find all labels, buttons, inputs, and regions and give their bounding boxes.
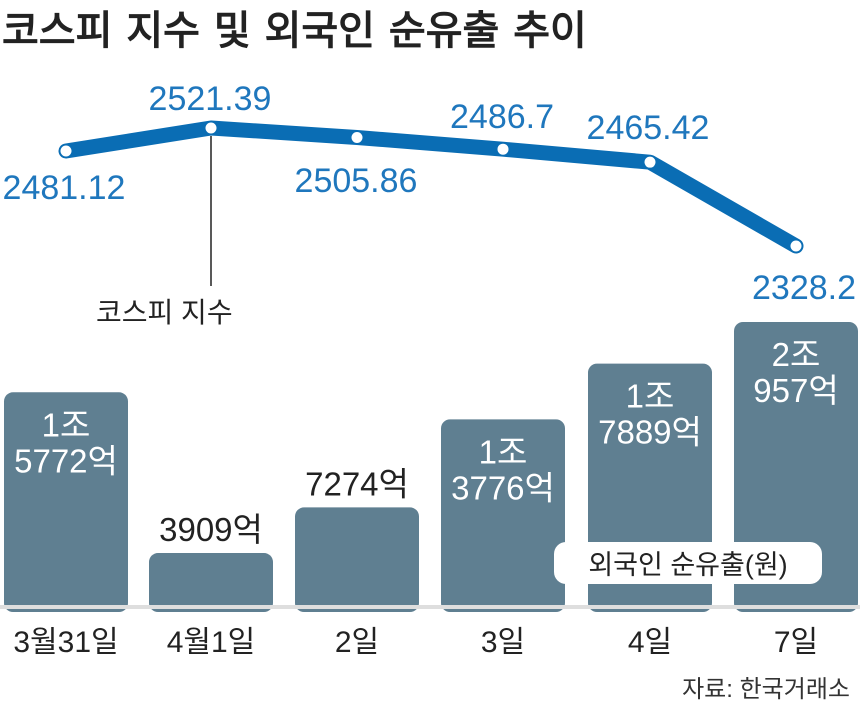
line-value-label: 2521.39 — [149, 80, 272, 118]
category-label: 2일 — [335, 626, 379, 659]
bar-legend-box — [554, 542, 822, 584]
bar-value-label: 3909억 — [159, 511, 263, 548]
line-layer: 2481.12 2521.39 2505.86 2486.7 2465.42 2328.2 — [3, 80, 856, 307]
line-value-label: 2328.2 — [752, 269, 856, 307]
category-label: 3월31일 — [13, 626, 118, 659]
bar — [734, 322, 858, 612]
bar-value-label: 1조 — [42, 406, 91, 443]
bar — [149, 553, 273, 612]
bar-value-label: 7274억 — [305, 465, 409, 502]
bar-value-label: 2조 — [772, 336, 821, 373]
category-labels: 3월31일 4월1일 2일 3일 4일 7일 — [13, 626, 818, 659]
index-annotation: 코스피 지수 — [96, 297, 233, 328]
category-label: 4일 — [628, 626, 672, 659]
bar — [295, 507, 419, 612]
line-point — [790, 240, 802, 252]
line-value-label: 2481.12 — [3, 169, 126, 207]
category-label: 7일 — [774, 626, 818, 659]
line-point — [644, 156, 656, 168]
line-value-label: 2486.7 — [450, 98, 554, 136]
bar-value-label: 1조 — [479, 433, 528, 470]
index-line — [58, 120, 804, 254]
bar-value-label: 1조 — [626, 378, 675, 415]
category-label: 4월1일 — [167, 626, 256, 659]
bar-legend-label: 외국인 순유출(원) — [588, 550, 787, 580]
bar-value-label: 3776억 — [451, 469, 555, 506]
line-point — [60, 145, 72, 157]
line-point — [205, 122, 217, 134]
line-point — [351, 131, 363, 143]
bar — [4, 392, 128, 612]
bar-legend: 외국인 순유출(원) — [554, 542, 822, 584]
bar-value-label: 957억 — [753, 372, 838, 409]
line-value-label: 2465.42 — [587, 109, 710, 147]
category-label: 3일 — [481, 626, 525, 659]
bar-value-label: 7889억 — [598, 414, 702, 451]
bar — [441, 419, 565, 612]
source-note: 자료: 한국거래소 — [682, 676, 850, 703]
bar-value-label: 5772억 — [14, 442, 118, 479]
line-point — [497, 143, 509, 155]
line-value-label: 2505.86 — [295, 162, 418, 200]
chart-title: 코스피 지수 및 외국인 순유출 추이 — [2, 8, 587, 54]
